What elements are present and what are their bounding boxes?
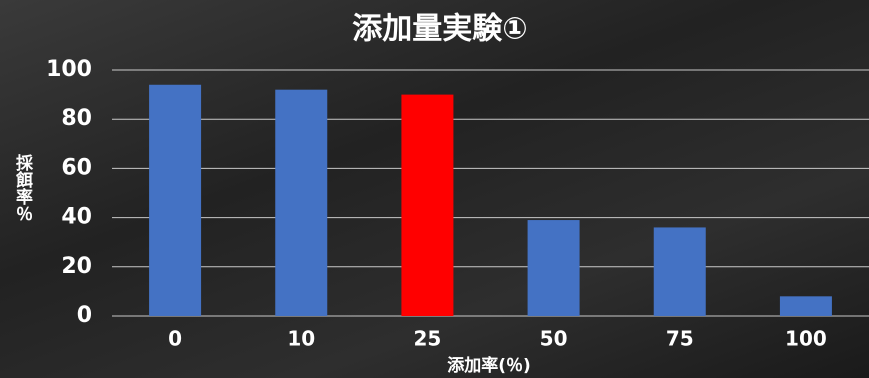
x-tick-label: 25 [413,327,441,351]
x-tick-label: 100 [785,327,827,351]
bar [401,94,454,316]
y-tick-label: 100 [46,57,92,82]
y-tick-label: 0 [77,303,92,328]
y-tick-label: 40 [61,205,92,230]
bar [653,227,706,316]
y-tick-label: 20 [61,254,92,279]
y-tick-label: 80 [61,106,92,131]
x-tick-label: 50 [540,327,568,351]
y-axis-label: 採餌率％ [12,153,34,222]
chart-title: 添加量実験① [352,12,527,47]
x-tick-label: 0 [168,327,182,351]
bar [779,296,832,316]
bar [149,84,202,316]
bar [275,89,328,317]
bar [527,220,580,316]
x-tick-label: 75 [666,327,694,351]
y-tick-label: 60 [61,155,92,180]
x-tick-label: 10 [287,327,315,351]
x-axis-label: 添加率(％) [447,355,531,376]
